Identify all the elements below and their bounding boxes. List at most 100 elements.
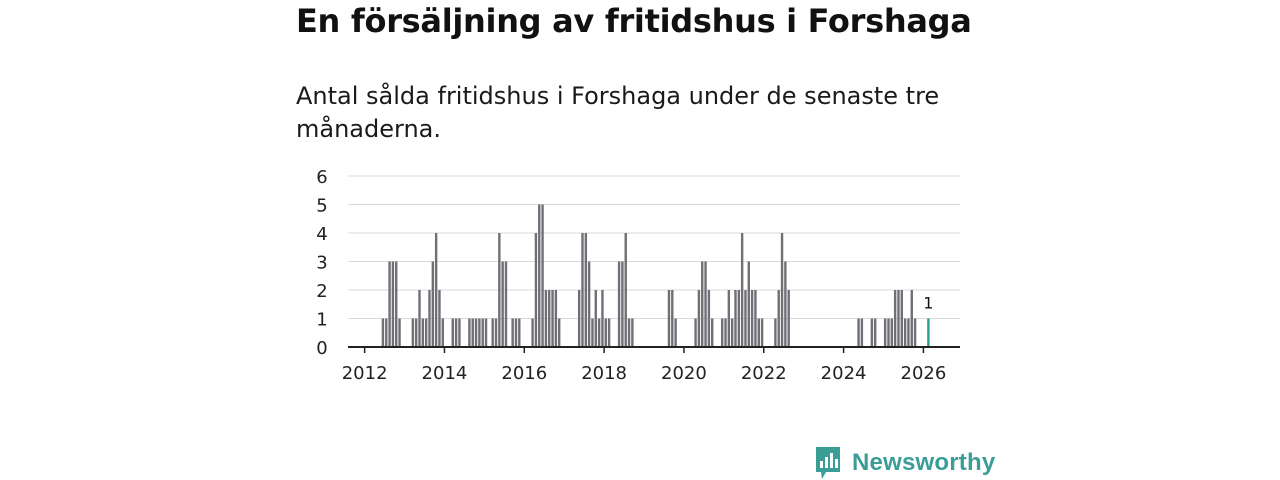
highlight-value-label: 1 xyxy=(923,294,933,313)
highlight-bar xyxy=(927,318,930,347)
bar xyxy=(893,290,897,347)
bar xyxy=(734,290,737,347)
bar xyxy=(494,318,498,347)
bar xyxy=(411,318,415,347)
bar xyxy=(541,204,544,347)
bar xyxy=(671,290,674,347)
bar xyxy=(551,290,554,347)
bar xyxy=(474,318,478,347)
bar xyxy=(730,318,734,347)
bar xyxy=(621,261,624,347)
bar xyxy=(577,290,581,347)
bar xyxy=(720,318,724,347)
bar xyxy=(883,318,887,347)
bar xyxy=(498,233,501,347)
bar xyxy=(757,318,760,347)
y-tick-label: 2 xyxy=(316,281,327,302)
bar xyxy=(744,290,747,347)
x-tick-label: 2026 xyxy=(901,363,947,384)
bar xyxy=(624,233,627,347)
bar xyxy=(754,290,757,347)
bar xyxy=(538,204,541,347)
bar xyxy=(514,318,518,347)
x-axis xyxy=(348,346,960,353)
bar xyxy=(697,290,701,347)
y-tick-label: 0 xyxy=(316,338,327,359)
bar xyxy=(890,318,894,347)
bar xyxy=(907,318,910,347)
bar xyxy=(501,261,504,347)
bar xyxy=(424,318,428,347)
bar xyxy=(617,261,621,347)
bar xyxy=(900,290,903,347)
bar xyxy=(454,318,458,347)
bar xyxy=(558,318,561,347)
chart-subtitle: Antal sålda fritidshus i Forshaga under … xyxy=(296,82,940,143)
bar xyxy=(518,318,521,347)
bar xyxy=(434,233,438,347)
y-axis-labels: 0 1 2 3 4 5 6 xyxy=(316,167,327,359)
bar xyxy=(418,290,421,347)
chart-title: En försäljning av fritidshus i Forshaga xyxy=(296,2,972,40)
bar xyxy=(604,318,607,347)
bar xyxy=(385,318,388,347)
y-tick-label: 6 xyxy=(316,167,327,188)
bar xyxy=(584,233,588,347)
bar xyxy=(777,290,780,347)
bar xyxy=(414,318,418,347)
x-axis-labels: 2012 2014 2016 2018 2020 2022 2024 2026 xyxy=(342,363,947,384)
bar xyxy=(504,261,508,347)
bar xyxy=(478,318,481,347)
bar xyxy=(544,290,548,347)
bar xyxy=(860,318,864,347)
x-tick-label: 2016 xyxy=(501,363,547,384)
bar xyxy=(750,290,754,347)
bar xyxy=(607,318,611,347)
bar xyxy=(388,261,391,347)
bar xyxy=(491,318,494,347)
bar xyxy=(707,290,711,347)
bar xyxy=(887,318,890,347)
bar xyxy=(481,318,484,347)
bar xyxy=(737,290,741,347)
bar xyxy=(724,318,727,347)
x-tick-label: 2018 xyxy=(581,363,627,384)
bar xyxy=(747,261,750,347)
bar xyxy=(784,261,787,347)
bar xyxy=(903,318,907,347)
bar xyxy=(780,233,784,347)
bar xyxy=(913,318,917,347)
bar xyxy=(421,318,425,347)
bar xyxy=(740,233,744,347)
bar xyxy=(395,261,398,347)
x-tick-label: 2024 xyxy=(821,363,867,384)
x-tick-label: 2012 xyxy=(342,363,388,384)
bar xyxy=(873,318,877,347)
bar xyxy=(554,290,558,347)
bar xyxy=(534,233,538,347)
bar xyxy=(727,290,731,347)
bar xyxy=(601,290,604,347)
bar xyxy=(701,261,704,347)
bar xyxy=(438,290,441,347)
bar xyxy=(531,318,534,347)
bar xyxy=(667,290,671,347)
bar xyxy=(594,290,597,347)
bar xyxy=(870,318,874,347)
bar xyxy=(451,318,454,347)
bar xyxy=(910,290,913,347)
bar xyxy=(471,318,474,347)
bar xyxy=(674,318,677,347)
bar xyxy=(548,290,551,347)
bar xyxy=(587,261,591,347)
y-tick-label: 3 xyxy=(316,253,327,274)
y-tick-label: 5 xyxy=(316,196,327,217)
bar xyxy=(398,318,401,347)
newsworthy-logo: Newsworthy xyxy=(814,446,995,480)
y-tick-label: 1 xyxy=(316,310,327,331)
x-tick-label: 2022 xyxy=(741,363,787,384)
bar xyxy=(511,318,514,347)
bar xyxy=(591,318,594,347)
bar xyxy=(711,318,714,347)
